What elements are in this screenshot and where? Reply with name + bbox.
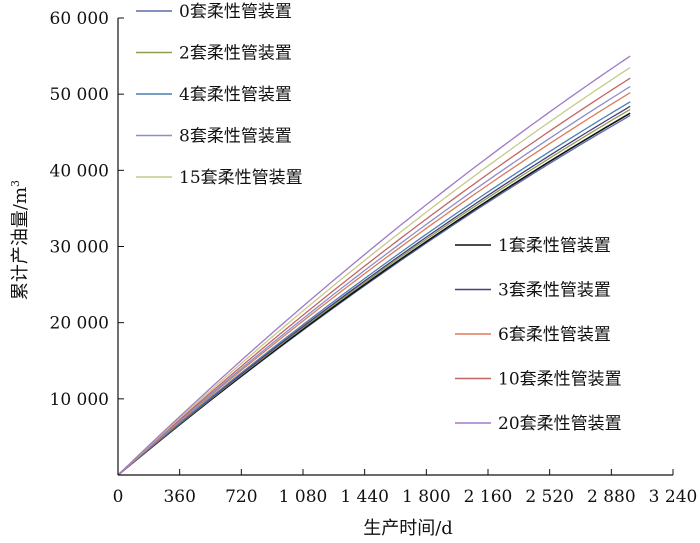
legend-label-8: 15套柔性管装置 (179, 168, 303, 188)
y-axis-title: 累计产油量/m3 (9, 180, 31, 300)
y-axis-title-superscript: 3 (9, 180, 22, 187)
x-tick-label: 2 160 (464, 487, 513, 507)
legend-label-1: 1套柔性管装置 (498, 236, 611, 256)
x-tick-label: 3 240 (649, 487, 698, 507)
x-tick-label: 2 880 (587, 487, 636, 507)
x-tick-label: 1 440 (340, 487, 389, 507)
legend-label-7: 10套柔性管装置 (498, 370, 622, 390)
y-tick-label: 20 000 (50, 314, 109, 334)
x-axis-title: 生产时间/d (363, 518, 453, 539)
x-tick-label: 0 (113, 487, 124, 507)
series-line-3 (117, 105, 631, 476)
x-tick-label: 1 800 (402, 487, 451, 507)
x-tick-label: 1 080 (279, 487, 328, 507)
legend: 0套柔性管装置 2套柔性管装置 4套柔性管装置 8套柔性管装置 15套柔性管装置 1套柔性… (136, 2, 622, 434)
x-tick-label: 720 (225, 487, 257, 507)
legend-label-4: 4套柔性管装置 (179, 85, 292, 105)
series-line-5 (117, 92, 631, 476)
y-axis-title-main: 累计产油量/m (10, 187, 31, 300)
series-line-9 (117, 55, 631, 476)
y-tick-label: 60 000 (50, 9, 109, 29)
axes: 0 360 720 1 080 1 440 1 800 2 160 2 520 2 880 3 2… (50, 9, 698, 507)
series-layer (117, 55, 631, 476)
legend-label-2: 2套柔性管装置 (179, 44, 292, 64)
legend-label-6: 8套柔性管装置 (179, 127, 292, 147)
series-line-6 (117, 85, 631, 476)
y-tick-label: 30 000 (50, 238, 109, 258)
series-line-7 (117, 77, 631, 476)
series-line-8 (117, 66, 631, 476)
y-tick-label: 50 000 (50, 85, 109, 105)
legend-label-9: 20套柔性管装置 (498, 414, 622, 434)
y-tick-label: 10 000 (50, 390, 109, 410)
series-line-4 (117, 101, 631, 476)
x-tick-label: 360 (163, 487, 195, 507)
legend-label-3: 3套柔性管装置 (498, 281, 611, 301)
legend-label-5: 6套柔性管装置 (498, 325, 611, 345)
y-tick-label: 40 000 (50, 161, 109, 181)
legend-label-0: 0套柔性管装置 (179, 2, 292, 22)
x-tick-label: 2 520 (525, 487, 574, 507)
